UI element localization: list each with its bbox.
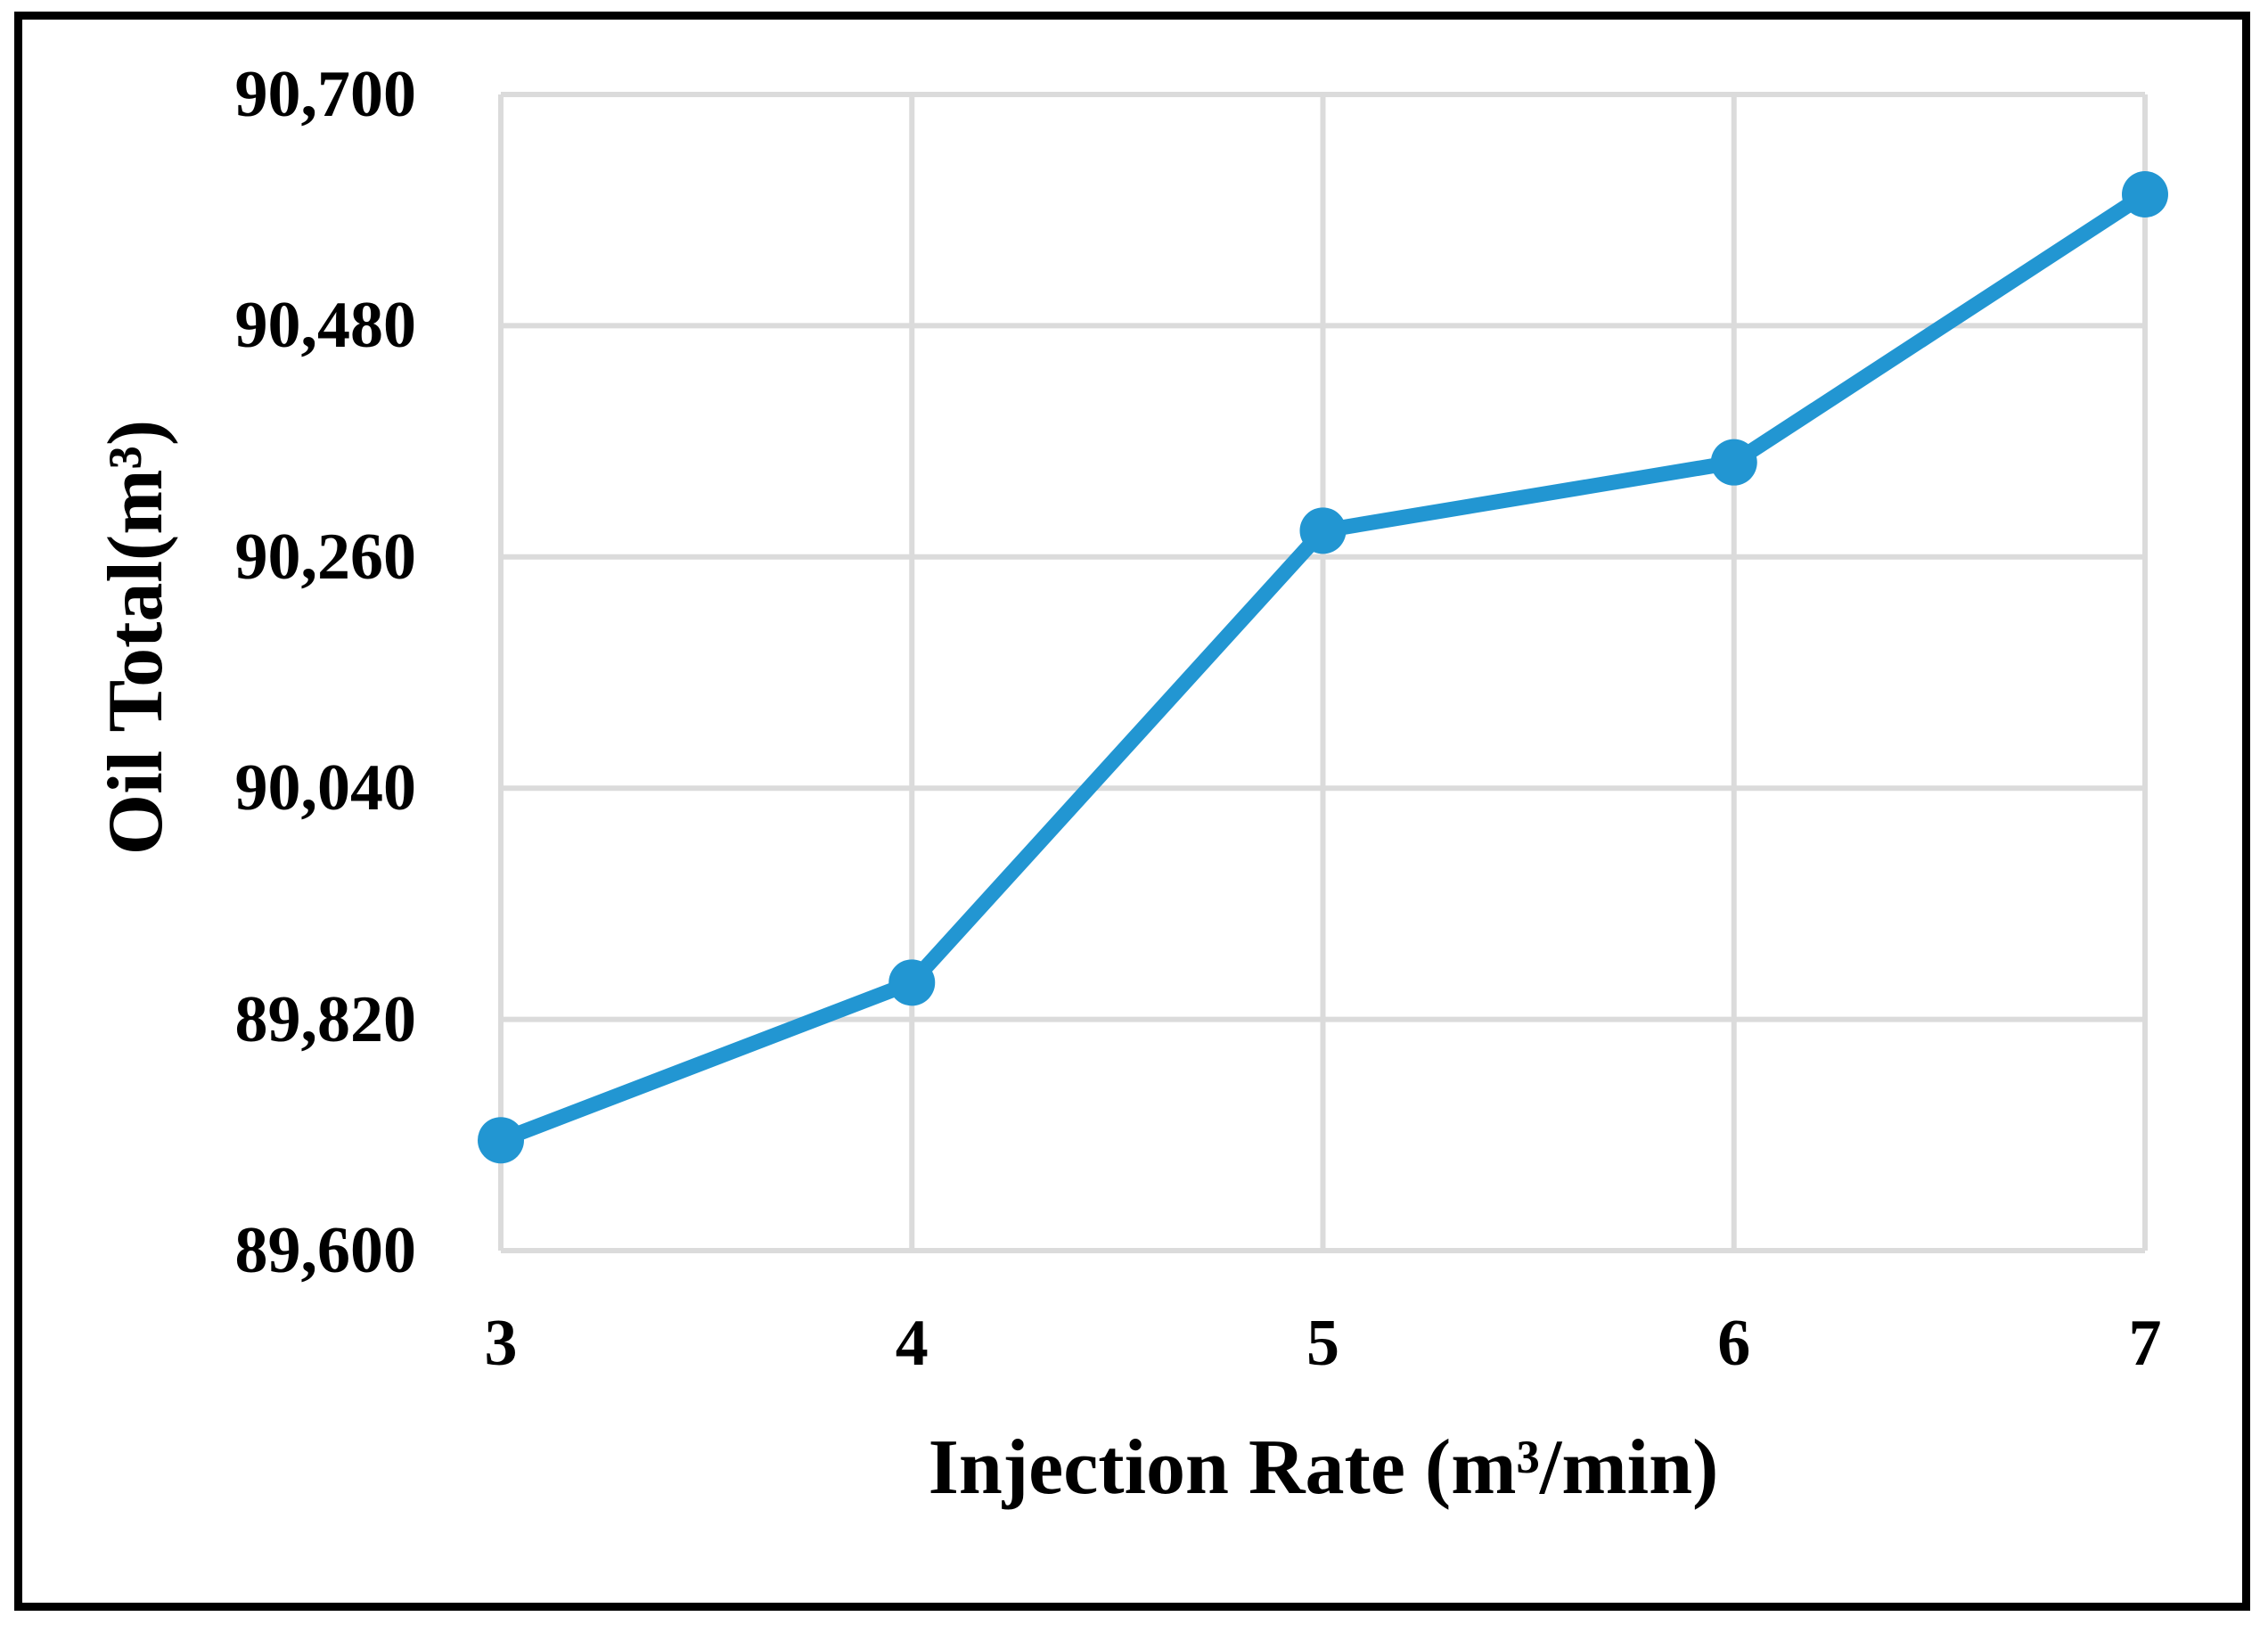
data-point-marker [2122,171,2168,218]
y-axis-tick-label: 90,260 [234,520,417,594]
y-axis-tick-label: 90,700 [234,58,417,131]
data-point-marker [1299,507,1347,554]
y-axis-tick-label: 90,480 [234,289,417,363]
data-point-marker [478,1117,524,1164]
x-axis-tick-label: 6 [1717,1307,1751,1380]
y-axis-tick-label: 89,820 [234,982,417,1056]
y-axis-tick-label: 90,040 [234,751,417,825]
data-point-marker [888,959,936,1006]
x-axis-tick-label: 7 [2128,1307,2162,1380]
x-axis-tick-label: 4 [895,1307,929,1380]
x-axis-tick-label: 3 [484,1307,518,1380]
x-axis-title: Injection Rate (m³/min) [928,1424,1719,1511]
y-axis-tick-label: 89,600 [234,1214,417,1287]
data-point-marker [1710,439,1757,486]
plot-area [478,92,2168,1253]
x-axis-tick-label: 5 [1306,1307,1339,1380]
